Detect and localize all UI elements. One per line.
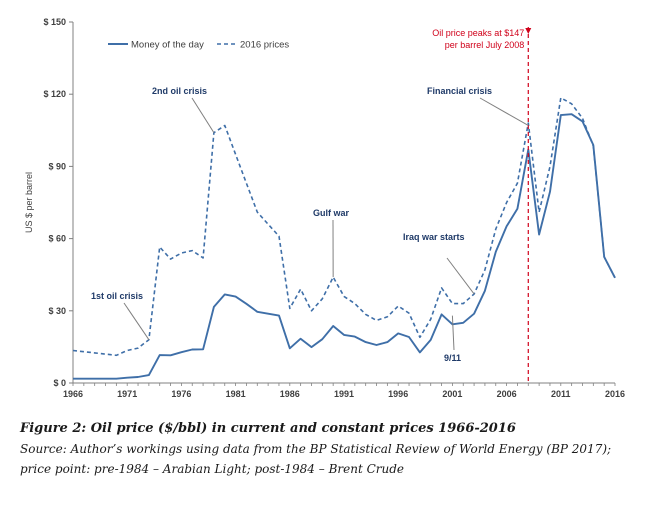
x-tick-label: 1981 [226,389,246,399]
x-tick-label: 2001 [442,389,462,399]
peak-arrow-icon [525,28,532,34]
y-tick-label: $ 120 [43,89,66,99]
peak-annotation-line-1: Oil price peaks at $147 [432,28,524,38]
caption-price-point-line: price point: pre-1984 – Arabian Light; p… [20,462,405,476]
figure-caption: Figure 2: Oil price ($/bbl) in current a… [20,421,640,481]
series-line-money-of-the-day [73,113,616,380]
annotation-financial-crisis-pointer [479,97,529,126]
y-tick-label: $ 150 [43,17,66,27]
annotation-iraq-war-starts: Iraq war starts [403,232,465,242]
y-tick-label: $ 90 [48,161,66,171]
annotation-2nd-oil-crisis-pointer [191,97,215,133]
annotation-financial-crisis: Financial crisis [427,86,492,96]
x-tick-label: 2006 [497,389,517,399]
annotation-1st-oil-crisis: 1st oil crisis [91,291,143,301]
annotation-9-11: 9/11 [444,353,461,363]
annotation-iraq-war-starts-pointer [446,257,475,295]
y-tick-label: $ 30 [48,306,66,316]
x-tick-label: 1986 [280,389,300,399]
x-tick-label: 2011 [551,389,571,399]
chart-svg: $ 0 $ 30 $ 60 $ 90 $ 120 $ 150 1966 1971 1976 198… [24,17,625,399]
series-line-2016-prices [72,97,616,357]
oil-price-chart: $ 0 $ 30 $ 60 $ 90 $ 120 $ 150 1966 1971 1976 198… [24,17,625,399]
x-tick-label: 2016 [605,389,625,399]
y-tick-label: $ 0 [53,378,66,388]
x-tick-label: 1971 [117,389,137,399]
annotation-gulf-war: Gulf war [313,208,350,218]
legend-label-2016-prices: 2016 prices [240,40,289,51]
peak-annotation-line-2: per barrel July 2008 [445,40,525,50]
annotation-2nd-oil-crisis: 2nd oil crisis [152,86,207,96]
annotation-1st-oil-crisis-pointer [123,302,150,340]
y-axis-label: US $ per barrel [24,172,34,233]
annotation-9-11-pointer [451,315,455,351]
x-tick-label: 1996 [388,389,408,399]
caption-source-line: Source: Author’s workings using data fro… [20,442,612,456]
x-tick-label: 1966 [63,389,83,399]
x-tick-label: 1991 [334,389,354,399]
legend-label-money-of-the-day: Money of the day [131,40,204,51]
x-tick-label: 1976 [171,389,191,399]
y-tick-label: $ 60 [48,234,66,244]
caption-title: Figure 2: Oil price ($/bbl) in current a… [20,421,516,436]
